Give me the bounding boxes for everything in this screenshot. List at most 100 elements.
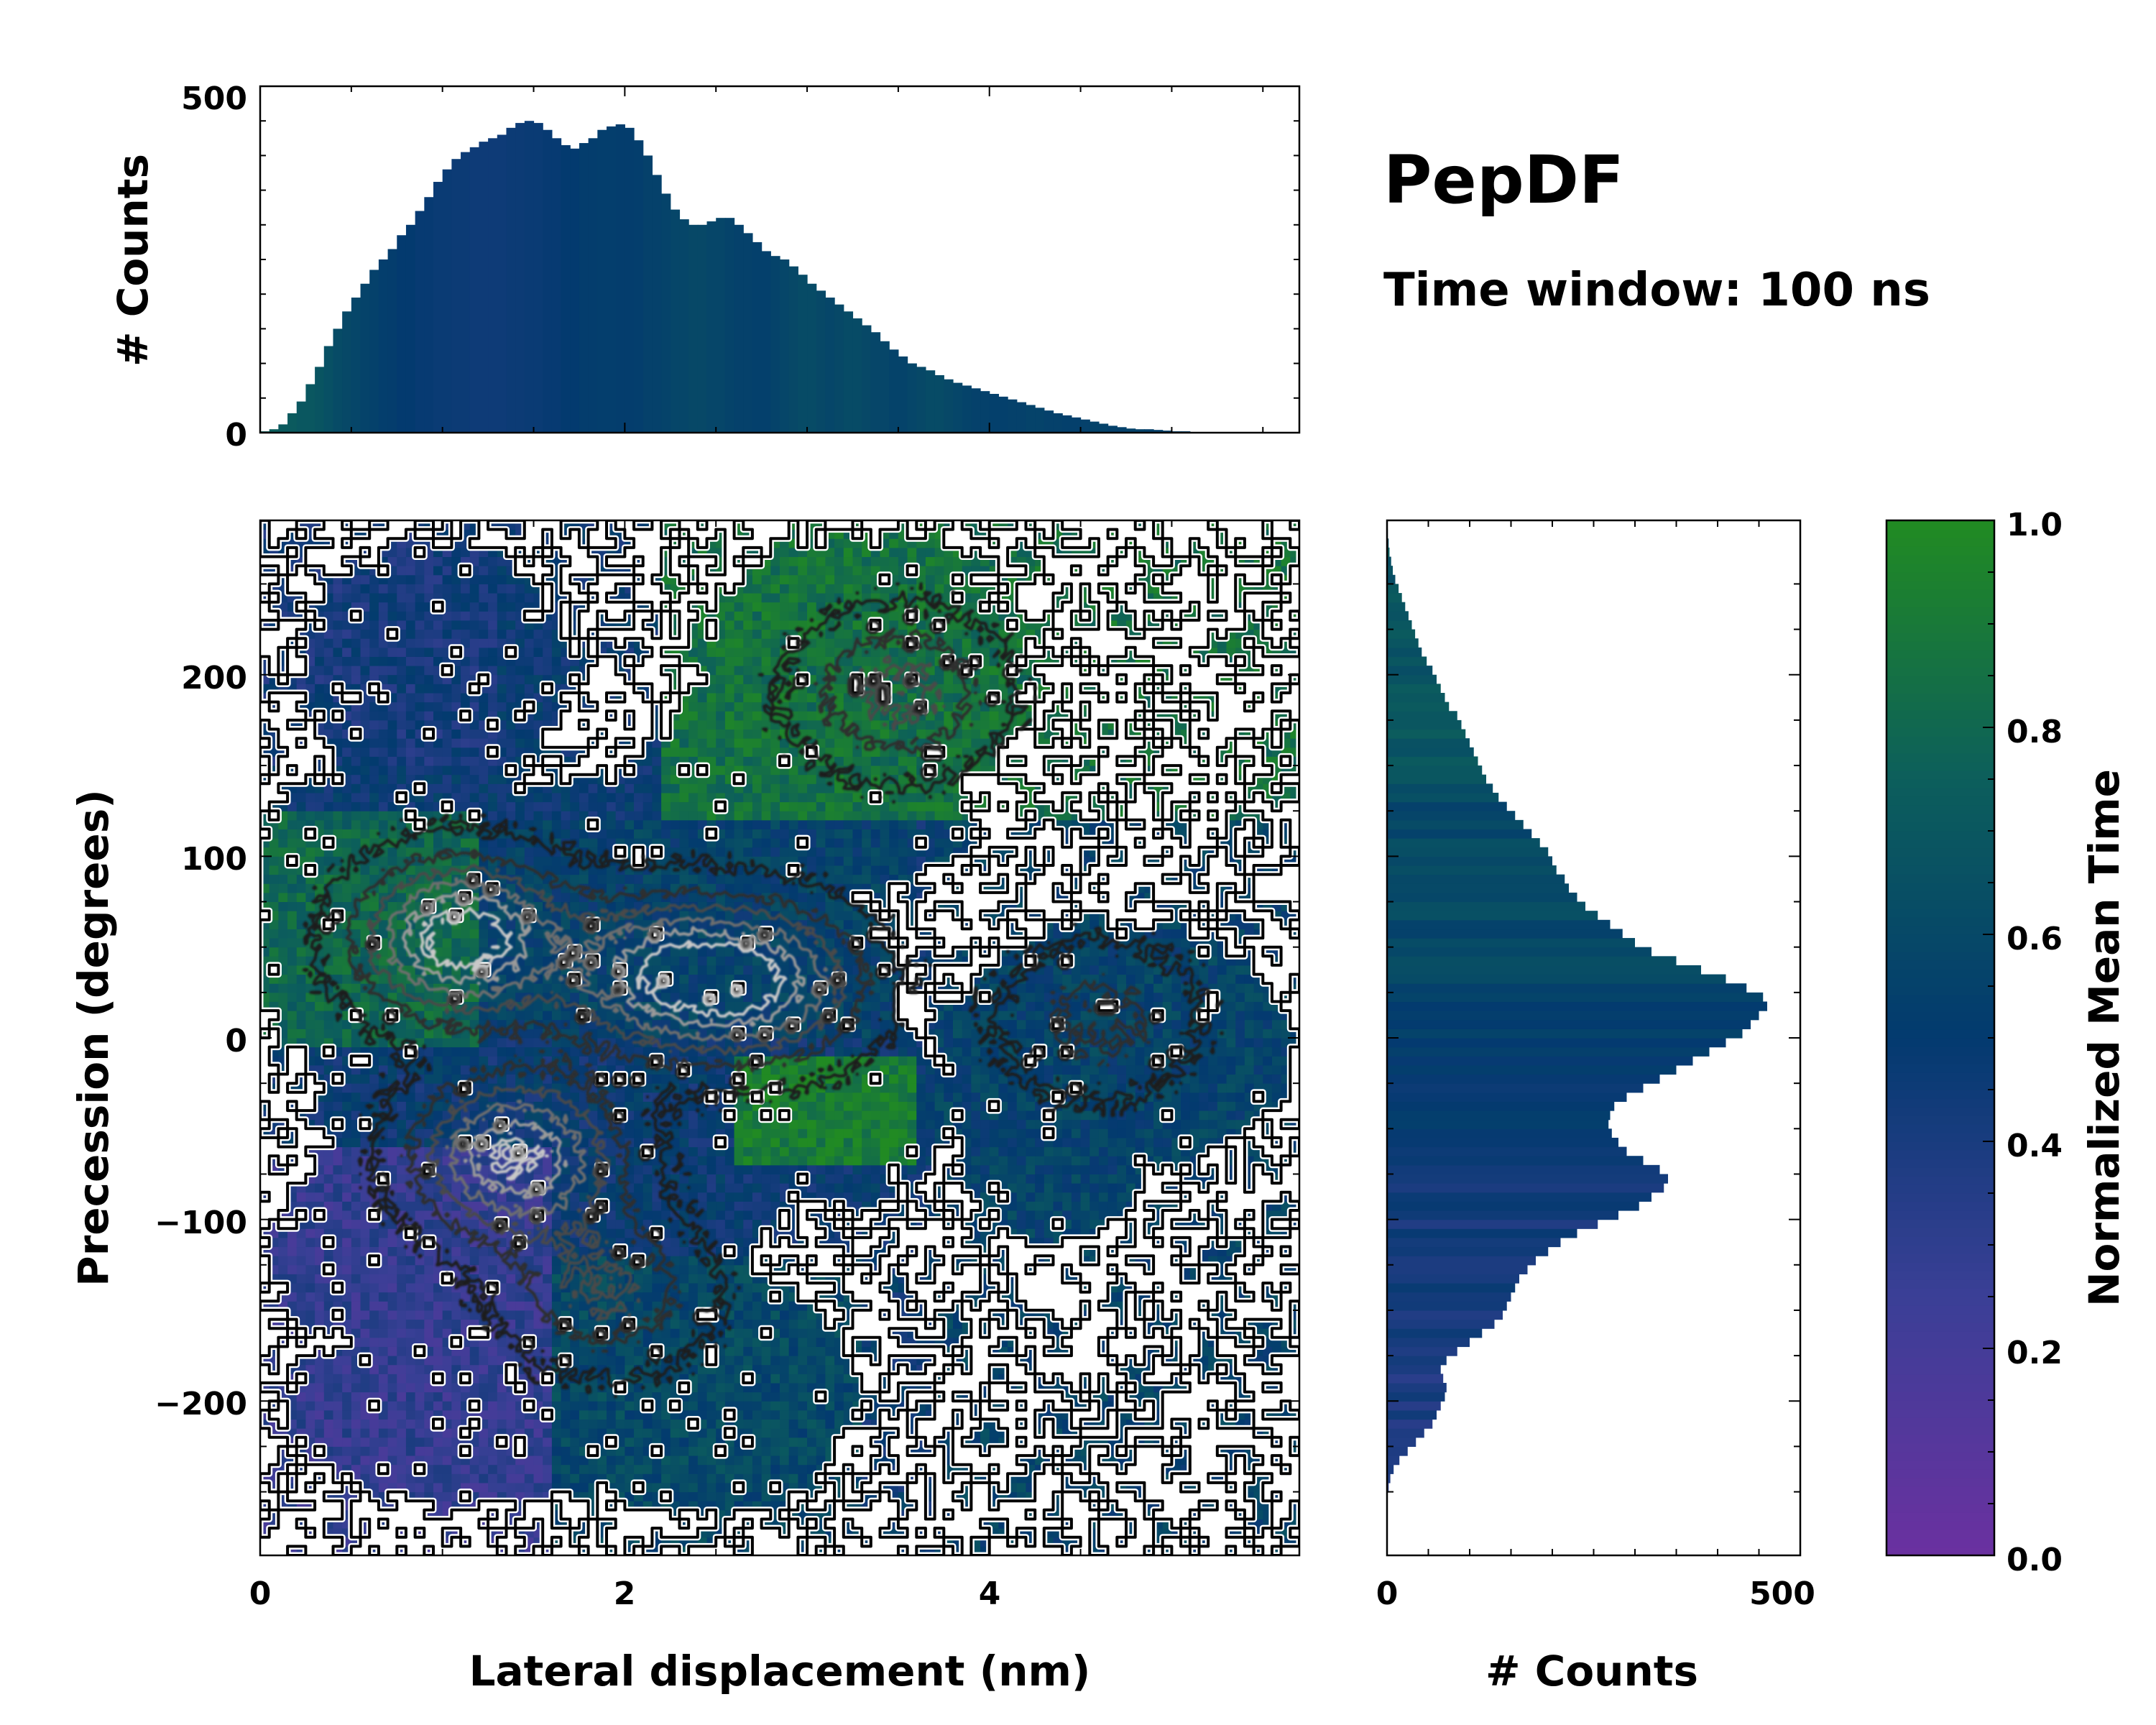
heatmap-cell [397,765,406,775]
heatmap-cell [305,1392,315,1402]
heatmap-cell [342,1092,351,1102]
heatmap-cell [361,1292,370,1302]
heatmap-cell [351,1455,361,1465]
heatmap-cell [406,1320,415,1329]
heatmap-cell [406,684,415,693]
heatmap-cell [461,929,470,938]
heatmap-cell [361,1420,370,1429]
heatmap-cell [397,593,406,602]
heatmap-cell [397,602,406,612]
top-histogram-bar [388,249,397,433]
heatmap-cell [397,1420,406,1429]
heatmap-cell [342,1428,351,1438]
heatmap-cell [406,1101,415,1110]
heatmap-cell [270,865,279,875]
top-histogram-bar [1081,420,1090,433]
heatmap-cell [351,1083,361,1092]
heatmap-cell [351,1201,361,1210]
heatmap-cell [443,775,452,784]
heatmap-cell [333,648,342,657]
heatmap-cell [424,1083,433,1092]
heatmap-cell [333,1165,342,1174]
heatmap-cell [388,1128,397,1138]
heatmap-cell [351,1320,361,1329]
heatmap-cell [415,638,425,648]
heatmap-cell [369,783,379,793]
heatmap-cell [351,1446,361,1455]
heatmap-cell [424,656,433,666]
heatmap-cell [433,1038,443,1047]
heatmap-cell [379,720,388,730]
heatmap-cell [369,1001,379,1011]
heatmap-cell [342,666,351,675]
heatmap-cell [351,1220,361,1229]
top-histogram-bar [834,305,844,433]
heatmap-cell [443,738,452,748]
heatmap-cell [333,656,342,666]
heatmap-cell [333,1438,342,1447]
heatmap-cell [342,1220,351,1229]
heatmap-cell [415,684,425,693]
heatmap-cell [397,548,406,557]
heatmap-cell [287,993,297,1002]
top-histogram-bar [315,367,324,433]
top-histogram-bar [369,270,379,433]
heatmap-cell [433,1356,443,1365]
heatmap-cell [342,638,351,648]
heatmap-cell [278,829,287,838]
heatmap-cell [369,666,379,675]
heatmap-cell [361,1320,370,1329]
heatmap-cell [461,730,470,739]
top-histogram-bar [479,142,488,433]
heatmap-cell [342,748,351,757]
heatmap-cell [287,1238,297,1247]
heatmap-cell [443,1492,452,1501]
heatmap-cell [342,756,351,765]
heatmap-cell [369,1420,379,1429]
heatmap-cell [369,1438,379,1447]
heatmap-cell [278,1256,287,1265]
heatmap-cell [443,1310,452,1320]
heatmap-cell [388,1438,397,1447]
heatmap-cell [443,1356,452,1365]
heatmap-cell [388,1428,397,1438]
heatmap-cell [305,847,315,857]
heatmap-cell [297,1192,306,1202]
heatmap-cell [415,693,425,702]
heatmap-cell [443,702,452,712]
heatmap-cell [443,720,452,730]
heatmap-cell [351,1138,361,1147]
heatmap-cell [315,1310,324,1320]
top-histogram-bar [443,170,452,433]
heatmap-cell [287,929,297,938]
heatmap-cell [324,1011,333,1020]
heatmap-cell [443,756,452,765]
top-histogram-bar [707,221,717,433]
heatmap-cell [361,783,370,793]
heatmap-cell [397,1310,406,1320]
heatmap-cell [361,1438,370,1447]
heatmap-cell [369,593,379,602]
heatmap-cell [424,838,433,847]
heatmap-cell [388,602,397,612]
heatmap-cell [397,920,406,929]
heatmap-cell [406,711,415,720]
heatmap-cell [461,838,470,847]
heatmap-cell [415,566,425,575]
heatmap-cell [443,929,452,938]
heatmap-cell [278,875,287,884]
heatmap-cell [379,775,388,784]
heatmap-cell [369,656,379,666]
heatmap-cell [342,838,351,847]
heatmap-cell [406,730,415,739]
heatmap-cell [315,1292,324,1302]
heatmap-cell [270,883,279,893]
heatmap-cell [397,557,406,566]
heatmap-cell [443,748,452,757]
top-histogram-bar [1062,415,1072,433]
heatmap-cell [342,1029,351,1038]
heatmap-cell [406,1301,415,1310]
heatmap-cell [424,748,433,757]
heatmap-cell [397,648,406,657]
top-histogram-bar [661,193,671,433]
